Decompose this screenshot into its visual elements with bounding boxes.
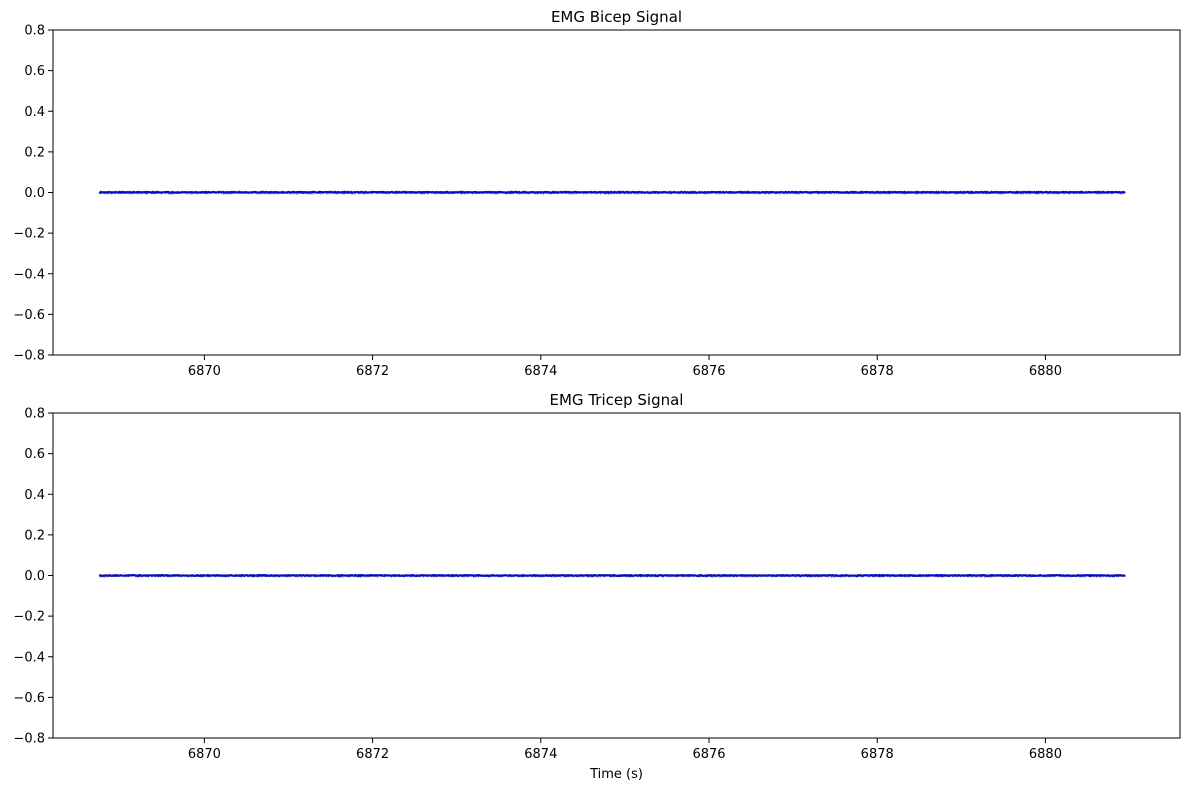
x-tick-label: 6880: [1029, 364, 1062, 379]
y-tick-label: 0.0: [24, 186, 45, 201]
y-tick-label: −0.8: [13, 349, 45, 364]
y-tick-label: −0.8: [13, 732, 45, 747]
x-tick-label: 6876: [692, 364, 725, 379]
x-tick-label: 6872: [356, 747, 389, 762]
x-tick-label: 6872: [356, 364, 389, 379]
y-tick-label: 0.2: [24, 528, 45, 543]
x-tick-label: 6870: [188, 747, 221, 762]
y-tick-label: 0.8: [24, 407, 45, 422]
x-tick-label: 6878: [861, 364, 894, 379]
y-tick-label: −0.6: [13, 308, 45, 323]
y-tick-label: −0.2: [13, 227, 45, 242]
series-line-smoothed: [98, 190, 1126, 195]
y-tick-label: 0.8: [24, 24, 45, 39]
x-tick-label: 6878: [861, 747, 894, 762]
subplot-title: EMG Tricep Signal: [550, 391, 684, 409]
y-tick-label: 0.2: [24, 145, 45, 160]
x-tick-label: 6874: [524, 364, 557, 379]
y-tick-label: 0.6: [24, 447, 45, 462]
y-tick-label: −0.6: [13, 691, 45, 706]
x-tick-label: 6874: [524, 747, 557, 762]
x-axis-label: Time (s): [589, 767, 643, 782]
subplot-2: EMG Tricep Signal 0.8 0.6 0.4 0.2 0.0 −0.2 −0.4…: [13, 391, 1181, 782]
y-tick-label: 0.4: [24, 488, 45, 503]
y-tick-label: −0.2: [13, 610, 45, 625]
x-tick-label: 6876: [692, 747, 725, 762]
subplot-title: EMG Bicep Signal: [551, 8, 682, 26]
x-tick-label: 6880: [1029, 747, 1062, 762]
series-line-smoothed: [99, 573, 1126, 578]
x-tick-label: 6870: [188, 364, 221, 379]
y-tick-label: −0.4: [13, 650, 45, 665]
y-tick-label: 0.6: [24, 64, 45, 79]
y-tick-label: 0.4: [24, 105, 45, 120]
y-tick-label: −0.4: [13, 267, 45, 282]
subplot-1: EMG Bicep Signal 0.8 0.6 0.4 0.2 0.0 −0.2 −0.4 −…: [13, 8, 1181, 379]
y-tick-label: 0.0: [24, 569, 45, 584]
